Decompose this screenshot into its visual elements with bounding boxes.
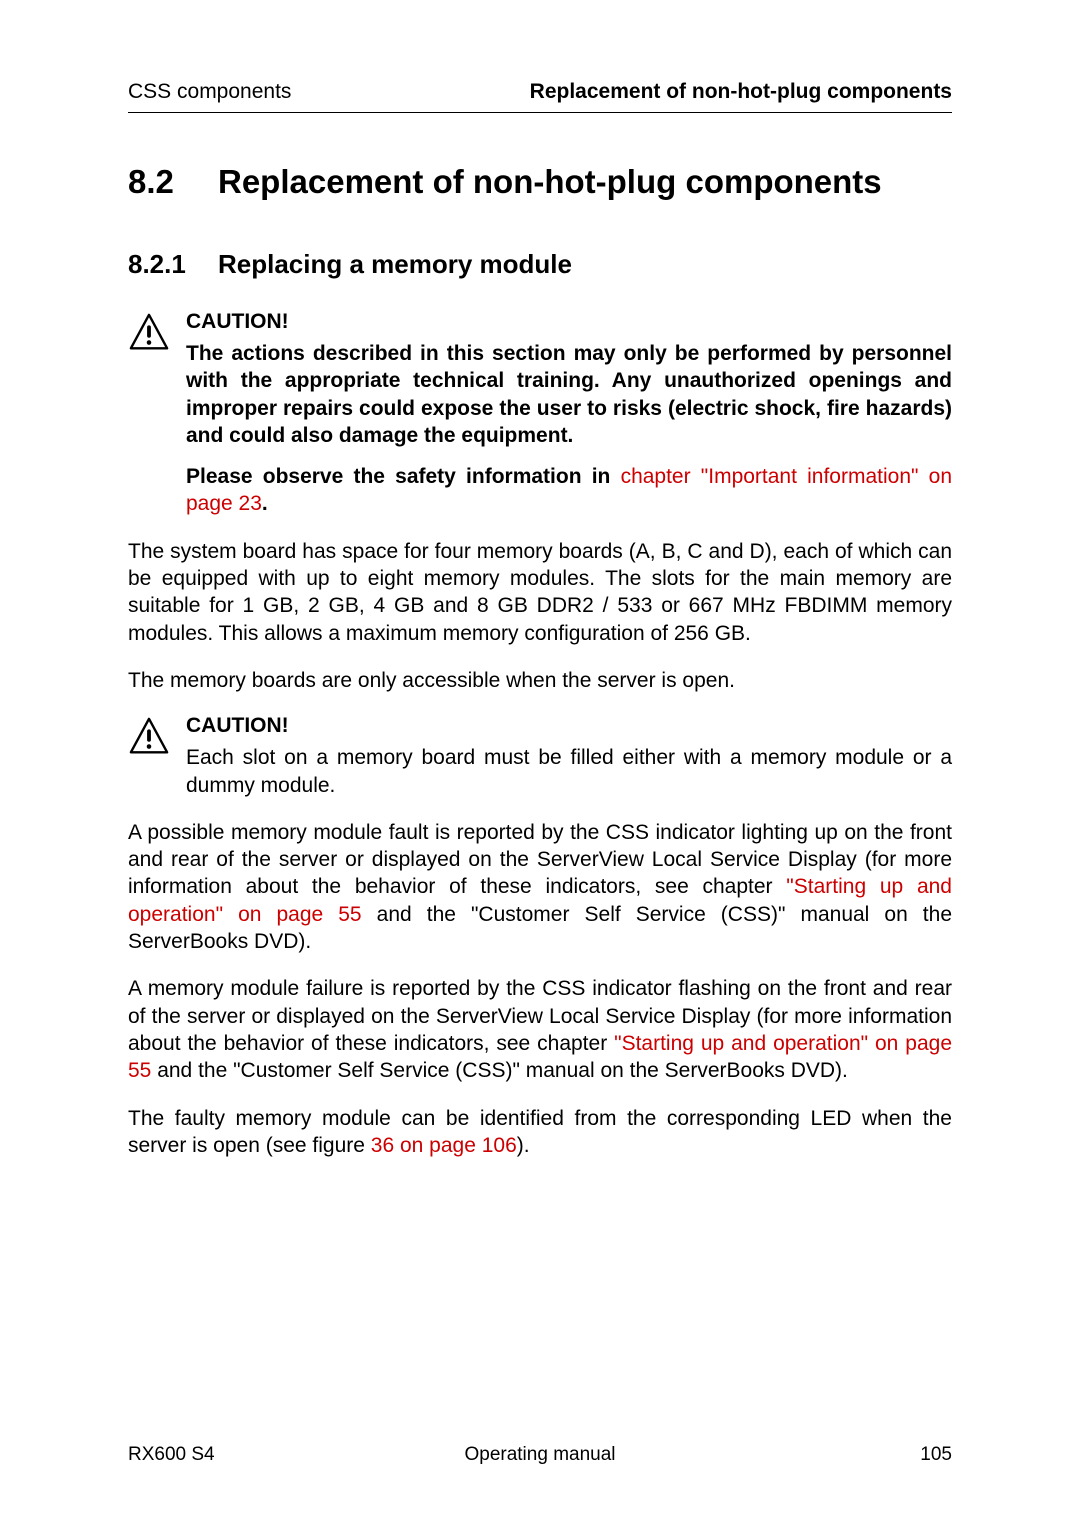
section-heading: 8.2 Replacement of non-hot-plug componen…: [128, 163, 952, 201]
subsection-heading: 8.2.1 Replacing a memory module: [128, 249, 952, 280]
para4-suffix: and the "Customer Self Service (CSS)" ma…: [151, 1059, 848, 1082]
page-header: CSS components Replacement of non-hot-pl…: [128, 80, 952, 113]
caution-title: CAUTION!: [186, 714, 952, 738]
caution-block-1: CAUTION! The actions described in this s…: [128, 310, 952, 518]
caution-content: CAUTION! Each slot on a memory board mus…: [186, 714, 952, 799]
body-paragraph-3: A possible memory module fault is report…: [128, 819, 952, 955]
para5-prefix: The faulty memory module can be identifi…: [128, 1107, 952, 1157]
body-paragraph-1: The system board has space for four memo…: [128, 538, 952, 647]
para5-link[interactable]: 36 on page 106: [371, 1134, 517, 1157]
document-page: CSS components Replacement of non-hot-pl…: [0, 0, 1080, 1526]
caution-content: CAUTION! The actions described in this s…: [186, 310, 952, 518]
footer-title: Operating manual: [464, 1444, 615, 1466]
caution-title: CAUTION!: [186, 310, 952, 334]
section-number: 8.2: [128, 163, 218, 201]
footer-model: RX600 S4: [128, 1444, 215, 1466]
section-title: Replacement of non-hot-plug components: [218, 163, 882, 201]
caution-block-2: CAUTION! Each slot on a memory board mus…: [128, 714, 952, 799]
header-section: Replacement of non-hot-plug components: [530, 80, 952, 104]
para5-suffix: ).: [517, 1134, 530, 1157]
subsection-number: 8.2.1: [128, 249, 218, 280]
caution-note-suffix: .: [262, 492, 268, 515]
footer-page-number: 105: [920, 1444, 952, 1466]
body-paragraph-5: The faulty memory module can be identifi…: [128, 1105, 952, 1160]
body-paragraph-2: The memory boards are only accessible wh…: [128, 667, 952, 694]
header-chapter: CSS components: [128, 80, 291, 104]
caution-note: Please observe the safety information in…: [186, 463, 952, 518]
body-paragraph-4: A memory module failure is reported by t…: [128, 975, 952, 1084]
subsection-title: Replacing a memory module: [218, 249, 572, 280]
caution-icon: [128, 714, 186, 799]
caution-text: The actions described in this section ma…: [186, 340, 952, 449]
caution-icon: [128, 310, 186, 518]
caution-note-prefix: Please observe the safety information in: [186, 465, 621, 488]
caution-text: Each slot on a memory board must be fill…: [186, 744, 952, 799]
page-footer: RX600 S4 Operating manual 105: [128, 1444, 952, 1466]
